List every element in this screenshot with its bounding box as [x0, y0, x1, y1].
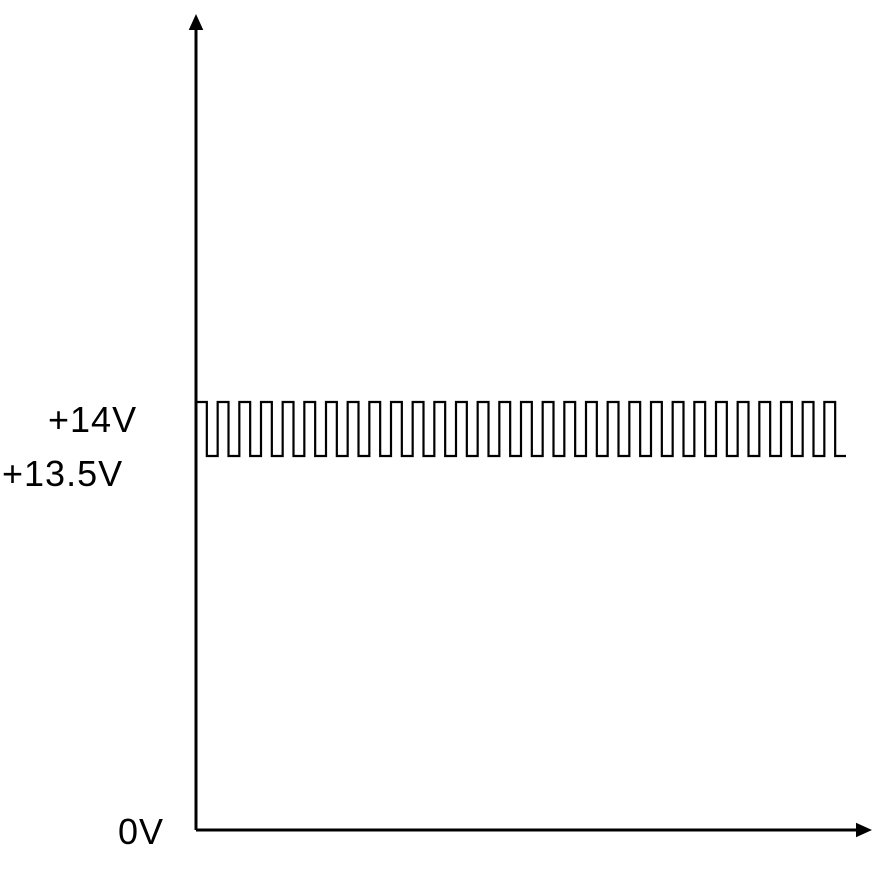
- voltage-waveform-chart: +14V +13.5V 0V: [0, 0, 884, 870]
- y-tick-label-zero: 0V: [118, 814, 164, 850]
- y-tick-label-high: +14V: [48, 402, 137, 438]
- y-tick-label-low: +13.5V: [2, 456, 123, 492]
